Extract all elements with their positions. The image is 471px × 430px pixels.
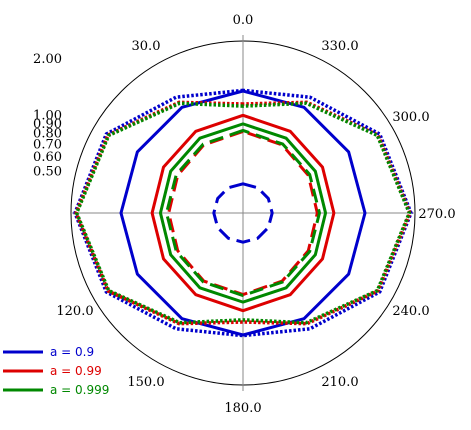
radial-tick-label: 0.90 <box>33 117 62 132</box>
radial-tick-label: 0.80 <box>33 126 62 141</box>
series-curves <box>73 88 413 338</box>
radial-tick-label: 0.60 <box>33 150 62 165</box>
radial-tick-label: 0.50 <box>33 165 62 180</box>
angle-tick-label: 120.0 <box>56 304 93 319</box>
radial-tick-label: 1.00 <box>33 108 62 123</box>
polar-grid <box>70 35 416 391</box>
angle-tick-label: 210.0 <box>321 375 358 390</box>
angle-tick-label: 150.0 <box>127 375 164 390</box>
angle-tick-label: 330.0 <box>321 39 358 54</box>
angle-tick-label: 30.0 <box>132 39 161 54</box>
angle-tick-label: 0.0 <box>233 13 254 28</box>
series-3-dotted-curve <box>74 101 412 325</box>
radial-tick-label: 0.70 <box>33 137 62 152</box>
legend: a = 0.9 a = 0.99 a = 0.999 <box>3 345 109 397</box>
series-1-dotted-curve <box>73 88 413 338</box>
legend-label: a = 0.9 <box>50 345 94 359</box>
radial-tick-labels: 0.500.600.700.800.901.00 2.00 <box>33 52 62 180</box>
angle-tick-label: 300.0 <box>392 110 429 125</box>
angle-tick-label: 270.0 <box>418 207 455 222</box>
series-3-solid-curve <box>158 122 328 304</box>
angular-tick-labels: 0.0 30.0 120.0 150.0 180.0 210.0 240.0 270.0 300… <box>56 13 455 416</box>
radial-tick-label: 2.00 <box>33 52 62 67</box>
legend-label: a = 0.999 <box>50 383 109 397</box>
series-1-dashed-curve <box>212 182 274 244</box>
series-1-solid-curve <box>119 89 367 337</box>
series-3-dashed-curve <box>165 128 321 298</box>
angle-tick-label: 180.0 <box>224 401 261 416</box>
series-2-solid-curve <box>150 113 336 313</box>
angle-tick-label: 240.0 <box>392 304 429 319</box>
legend-label: a = 0.99 <box>50 364 102 378</box>
